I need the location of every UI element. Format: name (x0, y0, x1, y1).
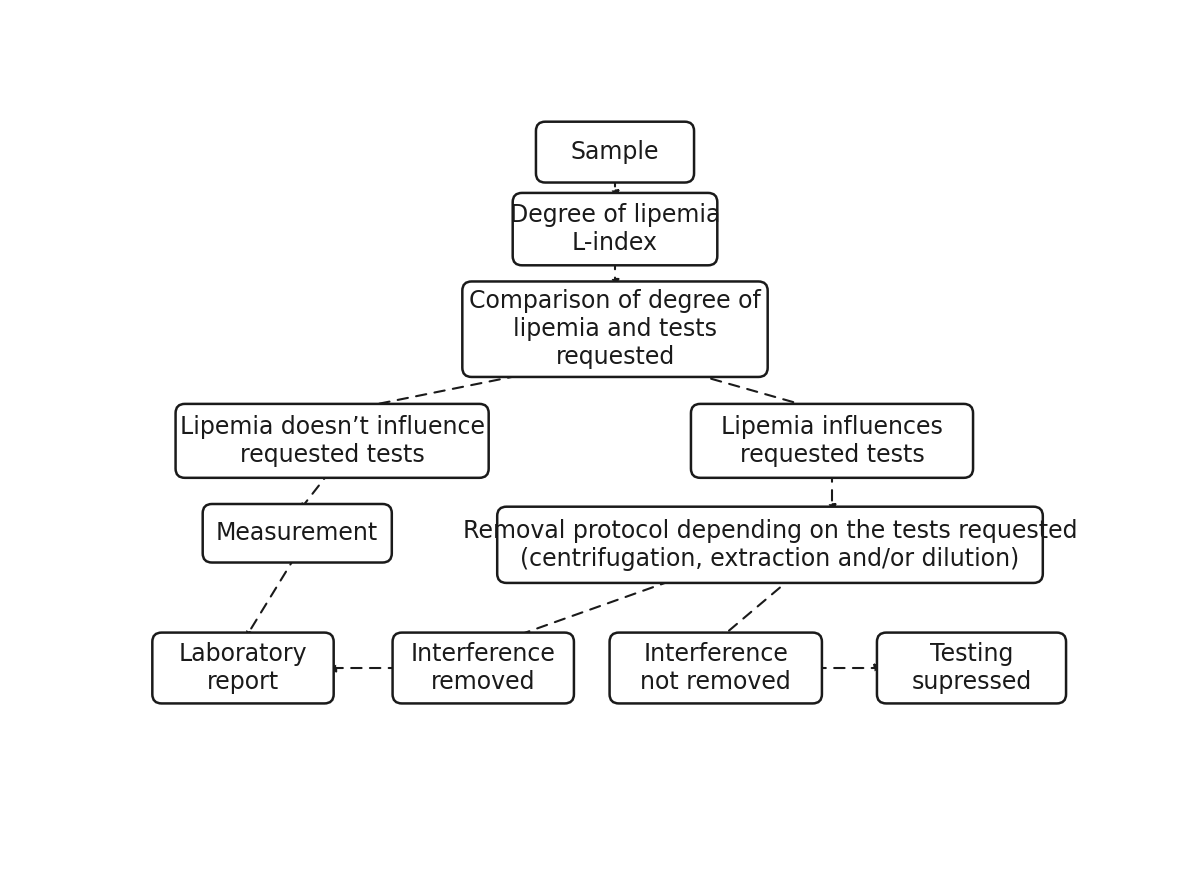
Text: Removal protocol depending on the tests requested
(centrifugation, extraction an: Removal protocol depending on the tests … (463, 519, 1078, 571)
FancyBboxPatch shape (877, 633, 1066, 703)
Text: Comparison of degree of
lipemia and tests
requested: Comparison of degree of lipemia and test… (469, 290, 761, 369)
FancyBboxPatch shape (462, 282, 768, 377)
Text: Interference
not removed: Interference not removed (641, 642, 791, 694)
FancyBboxPatch shape (152, 633, 334, 703)
FancyBboxPatch shape (392, 633, 574, 703)
Text: Lipemia doesn’t influence
requested tests: Lipemia doesn’t influence requested test… (180, 415, 485, 467)
FancyBboxPatch shape (512, 193, 718, 265)
Text: Measurement: Measurement (216, 521, 378, 545)
Text: Lipemia influences
requested tests: Lipemia influences requested tests (721, 415, 943, 467)
Text: Sample: Sample (571, 140, 659, 164)
FancyBboxPatch shape (203, 504, 391, 563)
FancyBboxPatch shape (610, 633, 822, 703)
Text: Degree of lipemia
L-index: Degree of lipemia L-index (510, 204, 720, 255)
FancyBboxPatch shape (536, 122, 694, 182)
FancyBboxPatch shape (691, 404, 973, 477)
Text: Testing
supressed: Testing supressed (911, 642, 1032, 694)
Text: Interference
removed: Interference removed (410, 642, 556, 694)
FancyBboxPatch shape (175, 404, 488, 477)
FancyBboxPatch shape (497, 507, 1043, 583)
Text: Laboratory
report: Laboratory report (179, 642, 307, 694)
